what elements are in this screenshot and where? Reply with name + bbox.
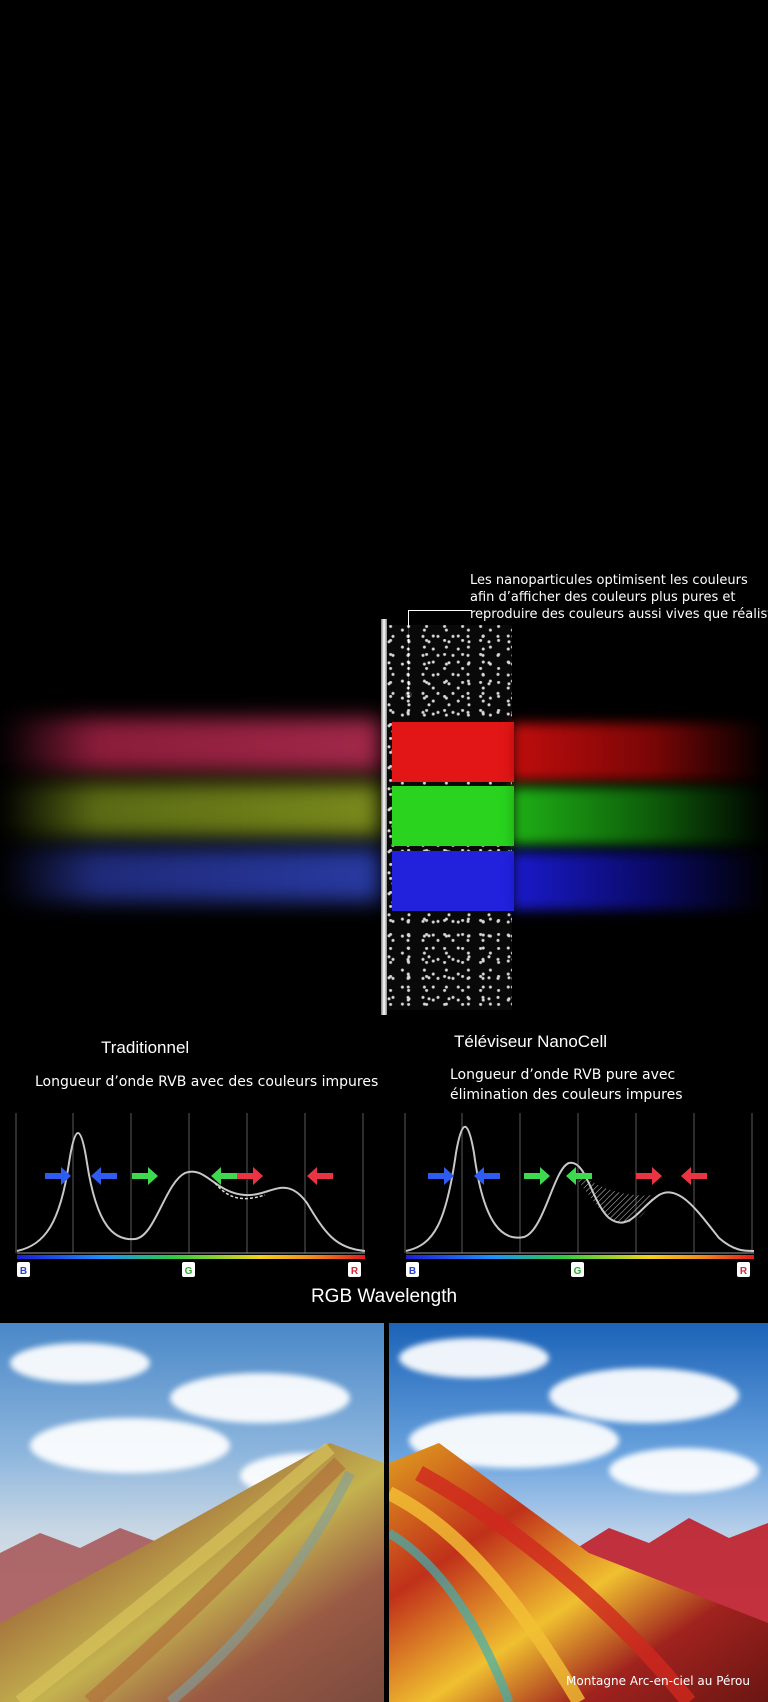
- nanocell-wave-curve: [405, 1126, 755, 1252]
- green-light-beam-pure: [512, 787, 768, 845]
- traditional-impure-dashed: [214, 1182, 266, 1200]
- eliminated-impure-area: [572, 1173, 654, 1223]
- traditional-landscape-image: [0, 1323, 384, 1702]
- nanocell-subtitle-line-2: élimination des couleurs impures: [450, 1087, 683, 1103]
- spectrum-bar: [17, 1255, 365, 1259]
- nanocell-subtitle-line-1: Longueur d’onde RVB pure avec: [450, 1067, 676, 1083]
- nanoparticle-callout: Les nanoparticules optimisent les couleu…: [470, 572, 768, 623]
- nanocell-red-arrow-left-icon: [681, 1167, 707, 1185]
- nanocell-red-arrow-right-icon: [636, 1167, 662, 1185]
- green-light-beam-incoming: [0, 783, 380, 837]
- nanocell-landscape-image: Montagne Arc-en-ciel au Pérou: [389, 1323, 768, 1702]
- callout-line-3: reproduire des couleurs aussi vives que …: [470, 607, 768, 622]
- traditional-subtitle: Longueur d’onde RVB avec des couleurs im…: [35, 1074, 379, 1090]
- blue-light-beam-incoming: [0, 848, 380, 902]
- axis-label-r: R: [351, 1266, 359, 1277]
- blue-light-beam-pure: [512, 852, 768, 910]
- axis-label-g: G: [185, 1266, 193, 1277]
- landscape-caption: Montagne Arc-en-ciel au Pérou: [566, 1674, 750, 1688]
- comparison-divider: [384, 1323, 389, 1702]
- nanocell-blue-arrow-left-icon: [474, 1167, 500, 1185]
- traditional-wavelength-graph: B G R: [15, 1113, 367, 1283]
- spectrum-bar: [406, 1255, 754, 1259]
- traditional-red-arrow-right-icon: [237, 1167, 263, 1185]
- traditional-green-arrow-right-icon: [132, 1167, 158, 1185]
- axis-label-r: R: [740, 1266, 748, 1277]
- callout-line-2: afin d’afficher des couleurs plus pures …: [470, 590, 736, 605]
- traditional-blue-arrow-left-icon: [91, 1167, 117, 1185]
- axis-label-g: G: [574, 1266, 582, 1277]
- callout-line-1: Les nanoparticules optimisent les couleu…: [470, 573, 748, 588]
- traditional-title: Traditionnel: [101, 1038, 190, 1057]
- traditional-wave-curve: [16, 1132, 366, 1252]
- red-light-beam-pure: [512, 723, 768, 781]
- panel-layer-bar: [381, 619, 387, 1015]
- traditional-red-arrow-left-icon: [307, 1167, 333, 1185]
- nanocell-green-arrow-left-icon: [566, 1167, 592, 1185]
- red-beam-in-nanoparticles: [392, 722, 514, 782]
- green-beam-in-nanoparticles: [392, 786, 514, 846]
- nanocell-title: Téléviseur NanoCell: [454, 1032, 608, 1051]
- traditional-green-arrow-left-icon: [211, 1167, 237, 1185]
- nanocell-green-arrow-right-icon: [524, 1167, 550, 1185]
- rgb-wavelength-label: RGB Wavelength: [310, 1286, 458, 1307]
- axis-label-b: B: [409, 1266, 416, 1277]
- red-light-beam-incoming: [0, 718, 380, 772]
- blue-beam-in-nanoparticles: [392, 851, 514, 911]
- nanocell-blue-arrow-right-icon: [428, 1167, 454, 1185]
- nanocell-wavelength-graph: B G R: [404, 1113, 756, 1283]
- traditional-blue-arrow-right-icon: [45, 1167, 71, 1185]
- graph-gridlines: [15, 1113, 364, 1253]
- graph-gridlines: [404, 1113, 753, 1253]
- nanocell-subtitle: Longueur d’onde RVB pure avec éliminatio…: [450, 1065, 750, 1105]
- axis-label-b: B: [20, 1266, 27, 1277]
